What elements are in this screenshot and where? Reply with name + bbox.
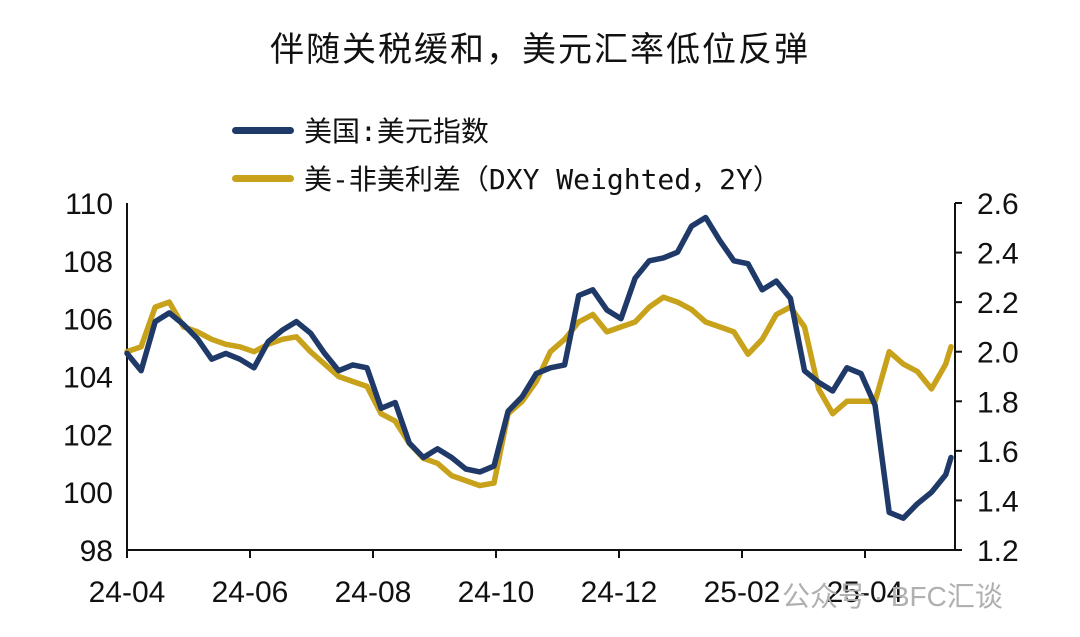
right-tick-label: 1.8 [977, 386, 1019, 419]
right-tick-label: 2.4 [977, 238, 1019, 271]
left-tick-label: 106 [63, 304, 113, 337]
legend-swatch-dxy [232, 126, 294, 134]
x-tick-label: 25-02 [704, 576, 781, 609]
axes: 98 100 102 104 106 108 110 1.2 1.4 1.6 1.8 2.0 2.2 2.… [63, 188, 1019, 609]
x-tick-label: 25-04 [827, 576, 904, 609]
right-tick-label: 2.2 [977, 287, 1019, 320]
legend: 美国:美元指数 美-非美利差（DXY Weighted，2Y） [232, 106, 781, 202]
right-tick-label: 1.2 [977, 535, 1019, 568]
legend-label-dxy: 美国:美元指数 [304, 115, 489, 148]
chart-title: 伴随关税缓和，美元汇率低位反弹 [270, 30, 810, 70]
left-tick-label: 104 [63, 362, 113, 395]
right-tick-label: 1.6 [977, 436, 1019, 469]
right-tick-label: 1.4 [977, 485, 1019, 518]
x-tick-label: 24-06 [212, 576, 289, 609]
left-tick-label: 98 [80, 535, 113, 568]
legend-label-spread: 美-非美利差（DXY Weighted，2Y） [304, 163, 781, 196]
x-tick-label: 24-04 [89, 576, 166, 609]
right-tick-label: 2.6 [977, 188, 1019, 221]
x-tick-label: 24-08 [335, 576, 412, 609]
left-tick-label: 102 [63, 419, 113, 452]
legend-item-spread: 美-非美利差（DXY Weighted，2Y） [232, 154, 781, 202]
left-tick-label: 110 [65, 188, 113, 221]
legend-item-dxy: 美国:美元指数 [232, 106, 781, 154]
right-tick-label: 2.0 [977, 337, 1019, 370]
watermark: 公众号 · BFC汇谈 [782, 581, 1003, 612]
series-line-spread [124, 294, 954, 489]
x-tick-label: 24-10 [458, 576, 535, 609]
left-tick-label: 100 [63, 477, 113, 510]
legend-swatch-spread [232, 174, 294, 182]
left-tick-label: 108 [63, 246, 113, 279]
series-line-dxy [124, 214, 954, 521]
x-tick-label: 24-12 [581, 576, 658, 609]
